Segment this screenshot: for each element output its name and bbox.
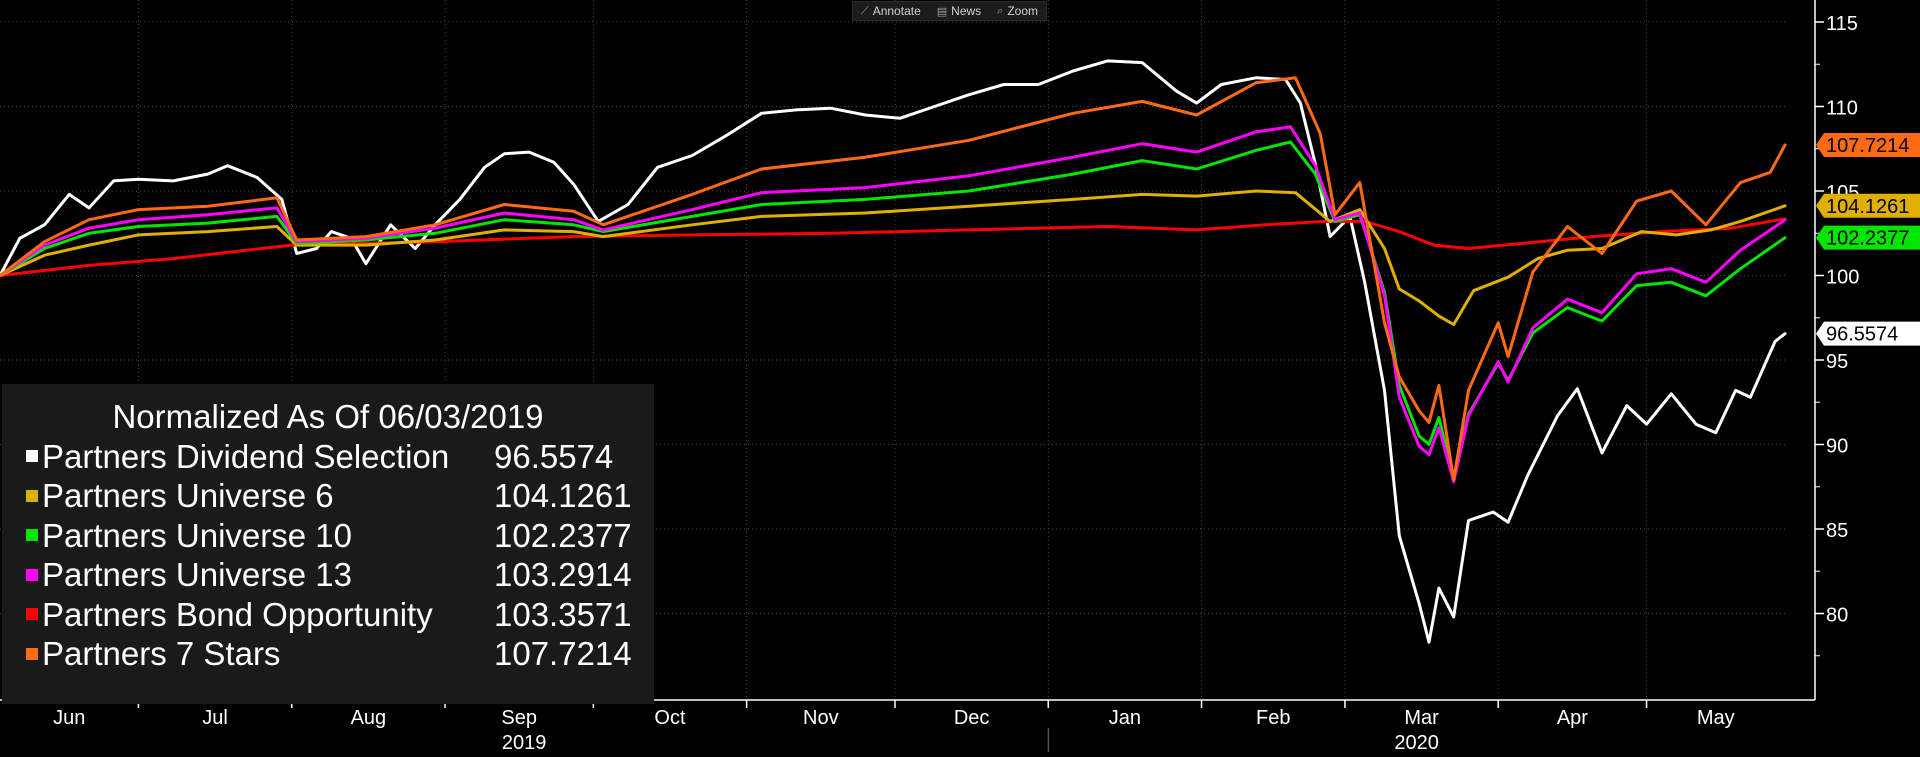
legend-series-name: Partners Universe 10 <box>42 516 352 554</box>
pencil-icon: ⟋ <box>861 4 869 17</box>
legend-series-name: Partners Bond Opportunity <box>42 595 433 633</box>
legend-series-value: 103.2914 <box>494 556 632 593</box>
y-tick-label: 100 <box>1826 267 1859 289</box>
series-line <box>0 189 1787 326</box>
x-year-label: 2019 <box>502 732 547 754</box>
magnifier-icon: ⌕ <box>997 4 1004 17</box>
y-tick-label: 115 <box>1826 13 1858 35</box>
legend-title: Normalized As Of 06/03/2019 <box>112 398 544 435</box>
legend-swatch <box>26 647 38 660</box>
x-tick-label: Nov <box>803 707 839 729</box>
legend-swatch <box>26 608 38 621</box>
legend-series-value: 107.7214 <box>494 635 632 672</box>
news-label: News <box>951 4 982 18</box>
y-tick-label: 80 <box>1826 605 1848 627</box>
x-tick-label: Mar <box>1404 707 1439 729</box>
last-value-tag-label: 104.1261 <box>1826 196 1909 218</box>
last-value-tag <box>1816 133 1920 158</box>
legend-swatch <box>26 489 38 502</box>
annotate-label: Annotate <box>872 4 921 18</box>
series-line <box>0 59 1787 644</box>
x-tick-label: Jun <box>53 707 85 729</box>
series-line <box>0 125 1787 484</box>
legend-item: Partners Universe 10 102.2377 <box>2 516 654 556</box>
last-value-tag <box>1816 321 1920 346</box>
x-tick-label: Jul <box>202 707 228 729</box>
last-value-tag-label: 96.5574 <box>1826 324 1898 346</box>
y-tick-label: 90 <box>1826 436 1848 458</box>
legend-item: Partners Universe 6 104.1261 <box>2 476 654 516</box>
x-tick-label: May <box>1697 707 1735 729</box>
x-tick-label: Apr <box>1557 707 1588 729</box>
x-tick-label: Jan <box>1109 707 1141 729</box>
chart-legend: Normalized As Of 06/03/2019 Partners Div… <box>2 384 654 704</box>
x-year-label: 2020 <box>1394 732 1439 754</box>
x-tick-label: Feb <box>1256 707 1290 729</box>
x-tick-label: Aug <box>351 707 387 729</box>
legend-series-name: Partners Dividend Selection <box>42 437 450 475</box>
legend-series-name: Partners 7 Stars <box>42 635 281 672</box>
chart-toolbar: ⟋ Annotate ▤ News ⌕ Zoom <box>852 1 1048 21</box>
legend-series-value: 103.3571 <box>494 595 632 633</box>
y-tick-label: 110 <box>1826 98 1858 120</box>
legend-item: Partners Universe 13 103.2914 <box>2 555 654 595</box>
series-layer <box>0 59 1787 644</box>
legend-swatch <box>26 529 38 542</box>
y-tick-label: 95 <box>1826 351 1848 373</box>
news-button[interactable]: ▤ News <box>929 2 989 20</box>
y-tick-label: 85 <box>1826 520 1848 542</box>
legend-series-value: 96.5574 <box>494 437 614 475</box>
legend-item: Partners 7 Stars 107.7214 <box>2 634 654 674</box>
legend-swatch <box>26 450 38 463</box>
legend-item: Partners Bond Opportunity 103.3571 <box>2 595 654 635</box>
news-icon: ▤ <box>936 5 948 18</box>
value-tag-layer: 107.7214 104.1261 102.2377 96.5574 <box>1816 133 1920 346</box>
zoom-label: Zoom <box>1007 4 1039 18</box>
last-value-tag-label: 107.7214 <box>1826 135 1909 157</box>
annotate-button[interactable]: ⟋ Annotate <box>853 2 929 20</box>
zoom-button[interactable]: ⌕ Zoom <box>989 2 1046 20</box>
grid-layer <box>0 0 1785 700</box>
series-line <box>0 76 1787 482</box>
legend-item: Partners Dividend Selection 96.5574 <box>2 437 654 477</box>
legend-series-value: 104.1261 <box>494 477 632 514</box>
x-tick-label: Oct <box>654 707 686 729</box>
legend-series-name: Partners Universe 6 <box>42 477 334 514</box>
last-value-tag <box>1816 225 1920 250</box>
legend-swatch <box>26 568 38 581</box>
legend-series-name: Partners Universe 13 <box>42 556 352 593</box>
x-tick-label: Sep <box>501 707 537 729</box>
legend-series-value: 102.2377 <box>494 516 632 554</box>
series-line <box>0 140 1787 480</box>
last-value-tag-label: 102.2377 <box>1826 228 1909 250</box>
x-tick-label: Dec <box>954 707 990 729</box>
last-value-tag <box>1816 193 1920 218</box>
